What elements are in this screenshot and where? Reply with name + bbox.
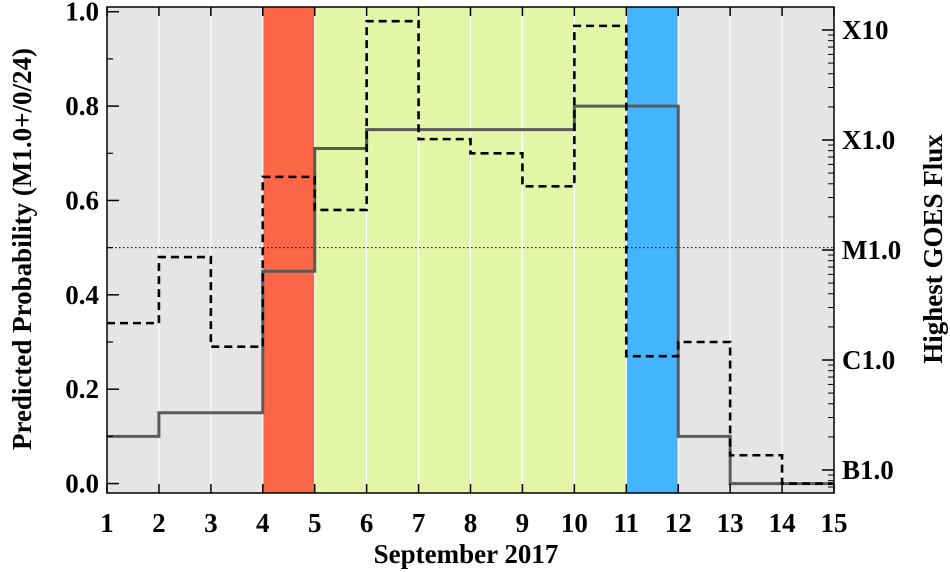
x-tick-label-2: 2	[152, 508, 166, 538]
x-axis-label: September 2017	[374, 539, 559, 569]
right-tick-label-M1.0: M1.0	[842, 235, 901, 265]
x-axis-ticks: 1 2 3 4 5 6 7 8 9 10 11 12 13 14 15	[100, 7, 848, 538]
x-tick-label-5: 5	[308, 508, 322, 538]
right-tick-label-X1.0: X1.0	[842, 125, 895, 155]
y-axis-label: Predicted Probability (M1.0+/0/24)	[7, 48, 37, 450]
right-tick-label-C1.0: C1.0	[842, 345, 895, 375]
x-tick-label-8: 8	[464, 508, 478, 538]
background-band-1	[262, 7, 315, 493]
x-tick-label-12: 12	[665, 508, 692, 538]
x-tick-label-11: 11	[614, 508, 640, 538]
y-tick-label: 0.0	[65, 469, 99, 499]
x-tick-label-14: 14	[769, 508, 796, 538]
background-band-4	[678, 7, 834, 493]
x-tick-label-15: 15	[821, 508, 848, 538]
x-tick-label-13: 13	[717, 508, 744, 538]
y-axis-ticks: 0.0 0.2 0.4 0.6 0.8 1.0	[65, 0, 119, 499]
background-band-3	[626, 7, 679, 493]
series-solid-step-line	[107, 104, 834, 486]
x-tick-label-9: 9	[516, 508, 530, 538]
x-tick-label-1: 1	[100, 508, 114, 538]
background-band-0	[107, 7, 263, 493]
right-axis-label: Highest GOES Flux	[918, 134, 948, 364]
x-tick-label-10: 10	[561, 508, 588, 538]
x-tick-label-3: 3	[204, 508, 218, 538]
y-tick-label: 0.2	[65, 374, 99, 404]
right-tick-label-B1.0: B1.0	[842, 455, 894, 485]
series-group	[107, 19, 834, 486]
y-tick-label: 0.8	[65, 91, 99, 121]
series-dashed-step-line	[107, 19, 834, 485]
right-tick-label-X10: X10	[842, 15, 889, 45]
x-tick-label-7: 7	[412, 508, 426, 538]
y-tick-label: 0.6	[65, 185, 99, 215]
right-axis-ticks: B1.0 C1.0 M1.0 X1.0 X10	[822, 15, 901, 488]
x-tick-label-6: 6	[360, 508, 374, 538]
x-tick-label-4: 4	[256, 508, 270, 538]
y-tick-label: 0.4	[65, 280, 99, 310]
y-tick-label: 1.0	[65, 0, 99, 27]
